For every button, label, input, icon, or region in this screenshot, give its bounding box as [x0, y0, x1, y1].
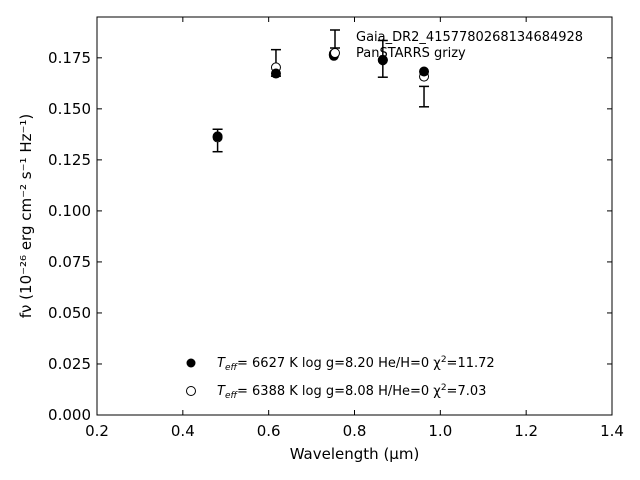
fit-marker-open [186, 386, 196, 396]
x-tick-label: 1.0 [428, 422, 452, 440]
model-point-filled [419, 66, 430, 77]
legend-label-gaia: Gaia_DR2_4157780268134684928 [356, 30, 583, 45]
y-tick-label: 0.175 [48, 49, 91, 67]
x-tick-label: 1.2 [514, 422, 538, 440]
y-axis-ticks: 0.000 0.025 0.050 0.075 0.100 0.125 0.150 0.175 [48, 49, 612, 424]
y-tick-label: 0.075 [48, 253, 91, 271]
legend-errorbar-symbol [330, 29, 340, 58]
fit-annotations: Teff= 6627 K log g=8.20 He/H=0 χ2=11.72 … [186, 355, 495, 401]
y-tick-label: 0.100 [48, 202, 91, 220]
model-point-filled [212, 131, 223, 142]
x-tick-label: 0.2 [85, 422, 109, 440]
legend: Gaia_DR2_4157780268134684928 PanSTARRS g… [330, 29, 583, 61]
legend-label-panstarrs: PanSTARRS grizy [356, 46, 466, 61]
y-tick-label: 0.025 [48, 355, 91, 373]
x-axis-label: Wavelength (μm) [290, 445, 420, 463]
y-tick-label: 0.000 [48, 406, 91, 424]
errorbar-point [419, 85, 430, 108]
x-axis-ticks: 0.2 0.4 0.6 0.8 1.0 1.2 1.4 [85, 17, 624, 440]
fit-marker-filled [186, 358, 196, 368]
fit-2-text: Teff= 6388 K log g=8.08 H/He=0 χ2=7.03 [217, 383, 486, 401]
fit-1-text: Teff= 6627 K log g=8.20 He/H=0 χ2=11.72 [217, 355, 495, 373]
y-tick-label: 0.125 [48, 151, 91, 169]
y-tick-label: 0.150 [48, 100, 91, 118]
x-tick-label: 0.8 [343, 422, 367, 440]
panstarrs-markers [212, 48, 430, 143]
model-point-filled [270, 68, 281, 79]
y-tick-label: 0.050 [48, 304, 91, 322]
x-tick-label: 0.6 [257, 422, 281, 440]
model-point-filled [377, 55, 388, 66]
y-axis-label: fν (10⁻²⁶ erg cm⁻² s⁻¹ Hz⁻¹) [17, 114, 35, 319]
x-tick-label: 1.4 [600, 422, 624, 440]
x-tick-label: 0.4 [171, 422, 195, 440]
